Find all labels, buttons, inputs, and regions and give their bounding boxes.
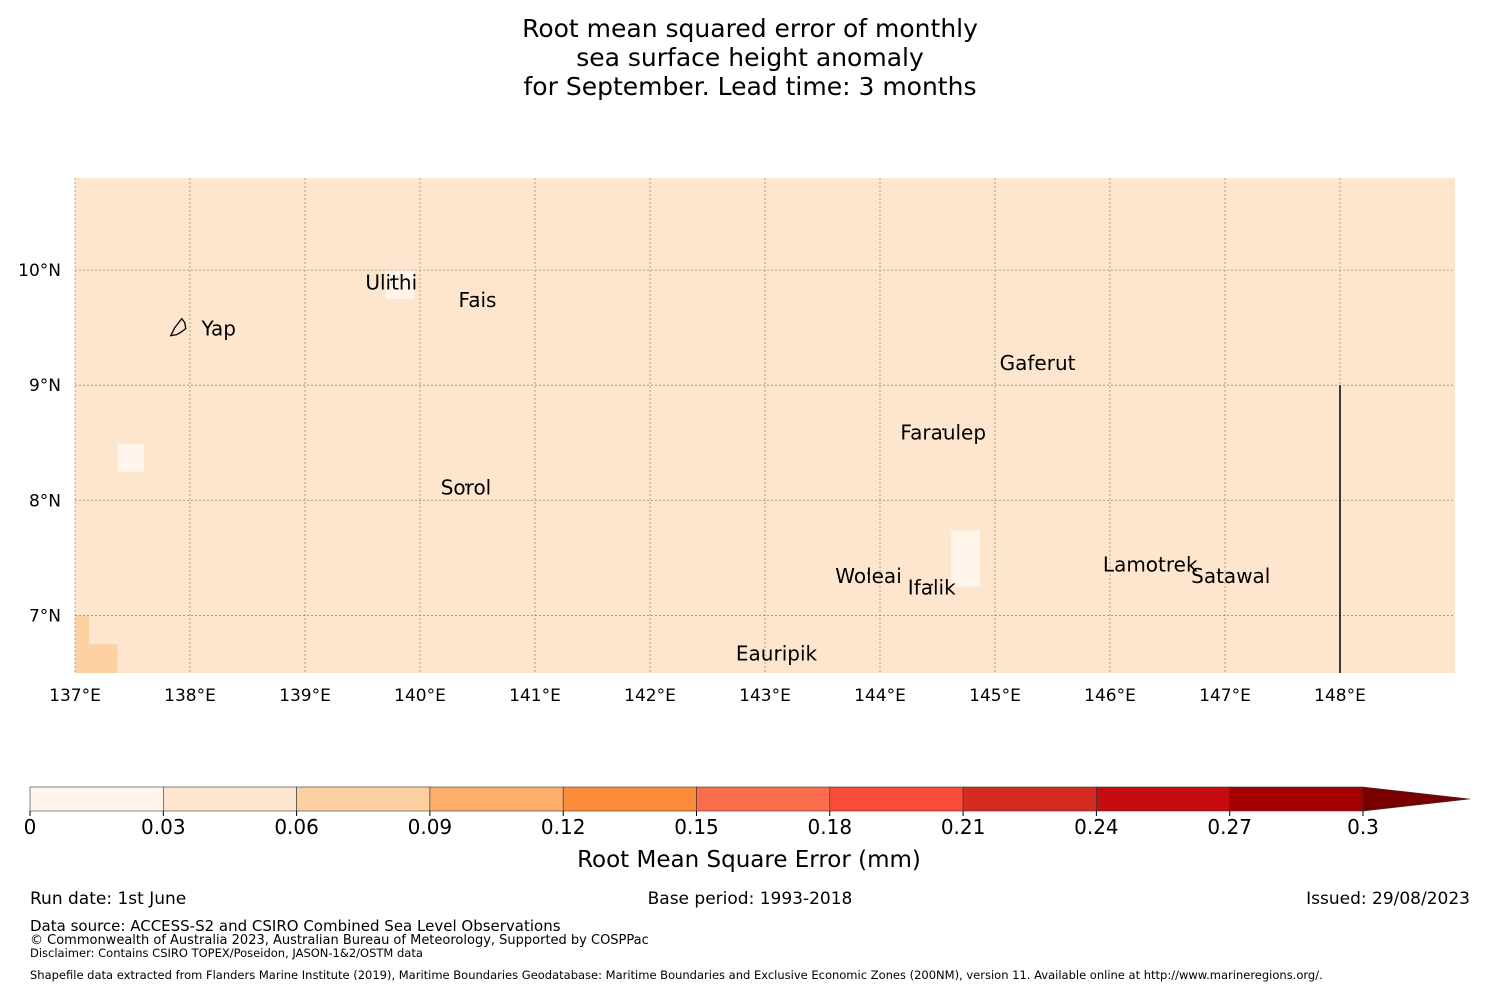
colorbar-tick-label: 0.03 (141, 815, 186, 839)
island-label: Lamotrek (1103, 553, 1198, 577)
colorbar-tick-label: 0.18 (808, 815, 853, 839)
colorbar-segment (1096, 786, 1231, 812)
island-label: Sorol (441, 476, 492, 500)
lon-tick-label: 140°E (394, 686, 446, 706)
rmse-cell (385, 270, 415, 299)
run-date: Run date: 1st June (30, 889, 187, 909)
colorbar-segment (1229, 786, 1364, 812)
colorbar-segment (696, 786, 831, 812)
island-label: Faraulep (900, 420, 986, 444)
island-marker (867, 572, 870, 575)
colorbar-tick-label: 0.21 (941, 815, 986, 839)
lon-tick-label: 138°E (164, 686, 216, 706)
title-line-1: Root mean squared error of monthly (522, 14, 978, 43)
map-figure: 137°E 138°E 139°E 140°E 141°E 142°E 143°E 144°E… (18, 178, 1471, 873)
island-label: Gaferut (1000, 351, 1076, 375)
title-line-3: for September. Lead time: 3 months (523, 72, 977, 101)
island-marker (390, 278, 393, 281)
colorbar-segment (296, 786, 431, 812)
lon-tick-label: 145°E (969, 686, 1021, 706)
rmse-cell (117, 443, 144, 472)
lon-tick-label: 146°E (1084, 686, 1136, 706)
lon-tick-label: 137°E (49, 686, 101, 706)
colorbar-tick-label: 0.06 (274, 815, 319, 839)
island-marker (476, 295, 479, 298)
colorbar-segment (962, 786, 1097, 812)
island-marker (1149, 560, 1152, 563)
colorbar-segment (829, 786, 964, 812)
lat-tick-label: 10°N (18, 261, 61, 281)
island-label: Satawal (1191, 564, 1270, 588)
colorbar-extend-arrow (1362, 786, 1471, 812)
colorbar-tick-label: 0.3 (1347, 815, 1379, 839)
title-line-2: sea surface height anomaly (576, 43, 924, 72)
island-marker (942, 428, 945, 431)
colorbar-tick-label: 0.15 (674, 815, 719, 839)
colorbar-tick-label: 0 (24, 815, 37, 839)
map-title: Root mean squared error of monthly sea s… (0, 14, 1500, 101)
lon-tick-label: 141°E (509, 686, 561, 706)
colorbar-label: Root Mean Square Error (mm) (577, 847, 921, 873)
lon-tick-label: 147°E (1199, 686, 1251, 706)
island-marker (1229, 572, 1232, 575)
disclaimer: Disclaimer: Contains CSIRO TOPEX/Poseido… (30, 946, 423, 960)
island-marker (930, 583, 933, 586)
island-marker (464, 483, 468, 486)
yap-island-outline (169, 317, 187, 337)
island-marker (1036, 359, 1039, 362)
colorbar-tick-label: 0.24 (1074, 815, 1119, 839)
base-period: Base period: 1993-2018 (647, 889, 853, 909)
island-label: Woleai (835, 564, 902, 588)
island-marker (775, 649, 778, 652)
island-label: Ifalik (908, 576, 956, 600)
lon-tick-label: 142°E (624, 686, 676, 706)
issued-date: Issued: 29/08/2023 (1306, 889, 1470, 909)
colorbar-tick-label: 0.12 (541, 815, 586, 839)
island-label: Eauripik (736, 641, 818, 665)
colorbar-tick-label: 0.27 (1207, 815, 1252, 839)
colorbar: 0 0.03 0.06 0.09 0.12 0.15 0.18 0.21 0.24 0.27 0.3… (24, 786, 1471, 873)
lat-tick-label: 8°N (29, 491, 61, 511)
shapefile-credit: Shapefile data extracted from Flanders M… (30, 968, 1323, 982)
colorbar-segment (429, 786, 564, 812)
colorbar-segment (562, 786, 697, 812)
colorbar-segment (163, 786, 297, 812)
data-source: Data source: ACCESS-S2 and CSIRO Combine… (30, 917, 561, 935)
colorbar-segment (29, 786, 164, 812)
lon-tick-label: 139°E (279, 686, 331, 706)
copyright: © Commonwealth of Australia 2023, Austra… (30, 933, 649, 948)
rmse-cell (75, 615, 89, 673)
lon-tick-label: 143°E (739, 686, 791, 706)
island-label: Fais (459, 288, 497, 312)
colorbar-tick-label: 0.09 (408, 815, 453, 839)
lon-tick-label: 144°E (854, 686, 906, 706)
map-panel: 137°E 138°E 139°E 140°E 141°E 142°E 143°E 144°E… (18, 178, 1455, 706)
rmse-cell (951, 530, 981, 587)
rmse-cell (88, 644, 118, 673)
lat-tick-label: 9°N (29, 376, 61, 396)
island-label: Yap (201, 317, 236, 341)
lat-tick-label: 7°N (29, 606, 61, 626)
lon-tick-label: 148°E (1314, 686, 1366, 706)
island-label: Ulithi (365, 271, 417, 295)
